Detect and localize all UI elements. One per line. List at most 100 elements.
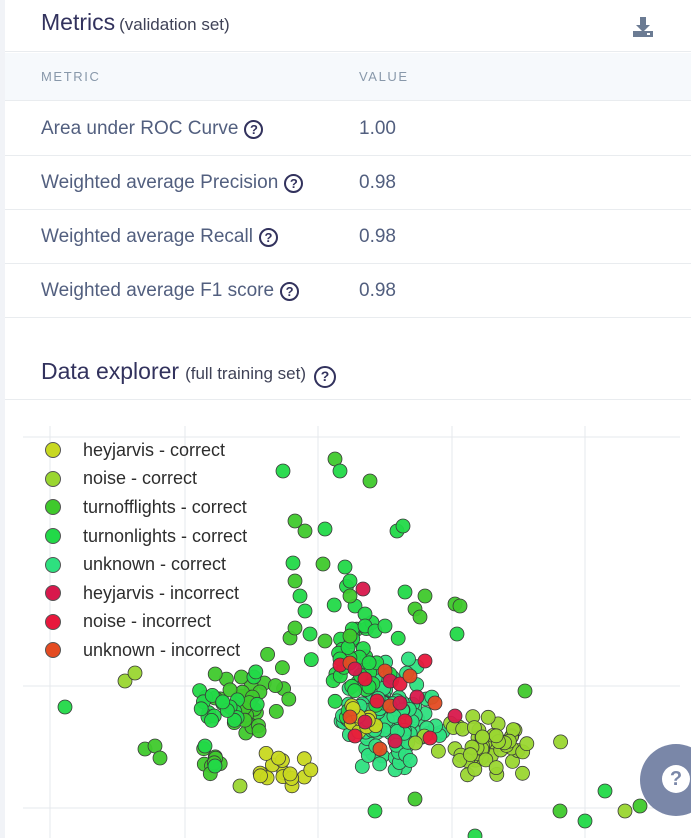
scatter-point bbox=[488, 728, 504, 744]
legend-marker bbox=[45, 585, 61, 602]
metric-name-cell: Weighted average Recall? bbox=[41, 226, 278, 248]
scatter-point bbox=[332, 463, 348, 479]
table-row: Weighted average Recall? 0.98 bbox=[5, 210, 691, 264]
scatter-plot[interactable] bbox=[5, 401, 691, 838]
metric-name-cell: Weighted average Precision? bbox=[41, 172, 304, 194]
scatter-point bbox=[427, 695, 443, 711]
scatter-point bbox=[57, 699, 73, 715]
scatter-point bbox=[407, 791, 423, 807]
scatter-point bbox=[248, 664, 264, 680]
scatter-point bbox=[515, 765, 530, 781]
legend-item[interactable]: heyjarvis - correct bbox=[45, 436, 247, 465]
scatter-point bbox=[342, 588, 358, 604]
metrics-title: Metrics (validation set) bbox=[41, 9, 230, 36]
scatter-point bbox=[197, 738, 213, 754]
scatter-point bbox=[372, 756, 388, 772]
scatter-point bbox=[355, 581, 371, 597]
metric-name: Area under ROC Curve bbox=[41, 118, 239, 139]
scatter-point bbox=[478, 752, 494, 768]
scatter-point bbox=[303, 652, 319, 668]
scatter-point bbox=[303, 762, 319, 778]
scatter-point bbox=[409, 689, 425, 705]
scatter-point bbox=[296, 751, 312, 767]
scatter-point bbox=[342, 573, 358, 589]
scatter-point bbox=[517, 683, 533, 699]
scatter-point bbox=[552, 803, 568, 819]
download-icon[interactable] bbox=[632, 16, 654, 38]
legend-label: turnonlights - correct bbox=[83, 525, 248, 546]
legend-item[interactable]: noise - incorrect bbox=[45, 608, 247, 637]
help-icon[interactable]: ? bbox=[258, 227, 278, 247]
legend-item[interactable]: unknown - incorrect bbox=[45, 636, 247, 665]
scatter-point bbox=[467, 761, 483, 777]
scatter-point bbox=[207, 666, 223, 682]
legend-item[interactable]: unknown - correct bbox=[45, 550, 247, 579]
scatter-point bbox=[474, 729, 490, 745]
legend-item[interactable]: heyjarvis - incorrect bbox=[45, 579, 247, 608]
scatter-point bbox=[392, 695, 408, 711]
scatter-point bbox=[347, 728, 363, 744]
metric-value: 0.98 bbox=[359, 226, 396, 247]
scatter-point bbox=[369, 693, 385, 709]
scatter-point bbox=[327, 693, 343, 709]
metrics-subtitle: (validation set) bbox=[119, 15, 230, 34]
table-row: Weighted average F1 score? 0.98 bbox=[5, 264, 691, 318]
scatter-point bbox=[287, 573, 303, 589]
scatter-point bbox=[452, 598, 468, 614]
metric-name-cell: Weighted average F1 score? bbox=[41, 280, 300, 302]
scatter-point bbox=[342, 709, 358, 725]
legend-marker bbox=[45, 556, 61, 573]
scatter-point bbox=[347, 683, 363, 699]
scatter-point bbox=[287, 620, 303, 636]
legend-label: heyjarvis - incorrect bbox=[83, 582, 240, 603]
legend-item[interactable]: noise - correct bbox=[45, 465, 247, 494]
help-icon[interactable]: ? bbox=[280, 281, 300, 301]
scatter-point bbox=[357, 714, 373, 730]
scatter-point bbox=[258, 745, 274, 761]
scatter-point bbox=[449, 626, 465, 642]
help-icon[interactable]: ? bbox=[244, 119, 264, 139]
scatter-point bbox=[222, 682, 238, 698]
legend-label: heyjarvis - correct bbox=[83, 439, 226, 460]
scatter-point bbox=[297, 523, 313, 539]
chart-legend: heyjarvis - correct noise - correct turnof… bbox=[45, 436, 247, 665]
scatter-point bbox=[287, 513, 303, 529]
scatter-point bbox=[377, 618, 393, 634]
question-icon: ? bbox=[662, 765, 690, 793]
legend-label: unknown - incorrect bbox=[83, 639, 241, 660]
column-header-metric: METRIC bbox=[41, 69, 101, 84]
scatter-point bbox=[488, 760, 504, 776]
scatter-point bbox=[297, 603, 313, 619]
scatter-point bbox=[193, 701, 209, 717]
scatter-point bbox=[402, 752, 418, 768]
metric-value: 0.98 bbox=[359, 172, 396, 193]
legend-marker bbox=[45, 499, 61, 516]
metric-name: Weighted average Precision bbox=[41, 172, 279, 193]
metrics-title-text: Metrics bbox=[41, 9, 116, 35]
metrics-table-header: METRIC VALUE bbox=[5, 53, 691, 101]
legend-marker bbox=[45, 470, 61, 487]
scatter-point bbox=[402, 668, 418, 684]
scatter-point bbox=[397, 713, 413, 729]
data-explorer-header: Data explorer (full training set) ? bbox=[5, 340, 691, 400]
scatter-point bbox=[392, 676, 408, 692]
column-header-value: VALUE bbox=[359, 69, 409, 84]
scatter-point bbox=[317, 521, 333, 537]
scatter-point bbox=[282, 766, 298, 782]
help-icon[interactable]: ? bbox=[314, 366, 337, 388]
scatter-point bbox=[274, 660, 290, 676]
scatter-point bbox=[632, 798, 648, 814]
help-icon[interactable]: ? bbox=[284, 173, 304, 193]
scatter-point bbox=[597, 783, 613, 799]
legend-item[interactable]: turnofflights - correct bbox=[45, 493, 247, 522]
scatter-point bbox=[357, 671, 373, 687]
help-button[interactable]: ? bbox=[640, 744, 691, 816]
data-explorer-title: Data explorer (full training set) ? bbox=[41, 358, 337, 388]
scatter-point bbox=[387, 733, 403, 749]
scatter-point bbox=[367, 803, 383, 819]
legend-item[interactable]: turnonlights - correct bbox=[45, 522, 247, 551]
scatter-point bbox=[395, 518, 411, 534]
scatter-point bbox=[361, 655, 377, 671]
scatter-point bbox=[447, 708, 463, 724]
scatter-point bbox=[207, 758, 223, 774]
